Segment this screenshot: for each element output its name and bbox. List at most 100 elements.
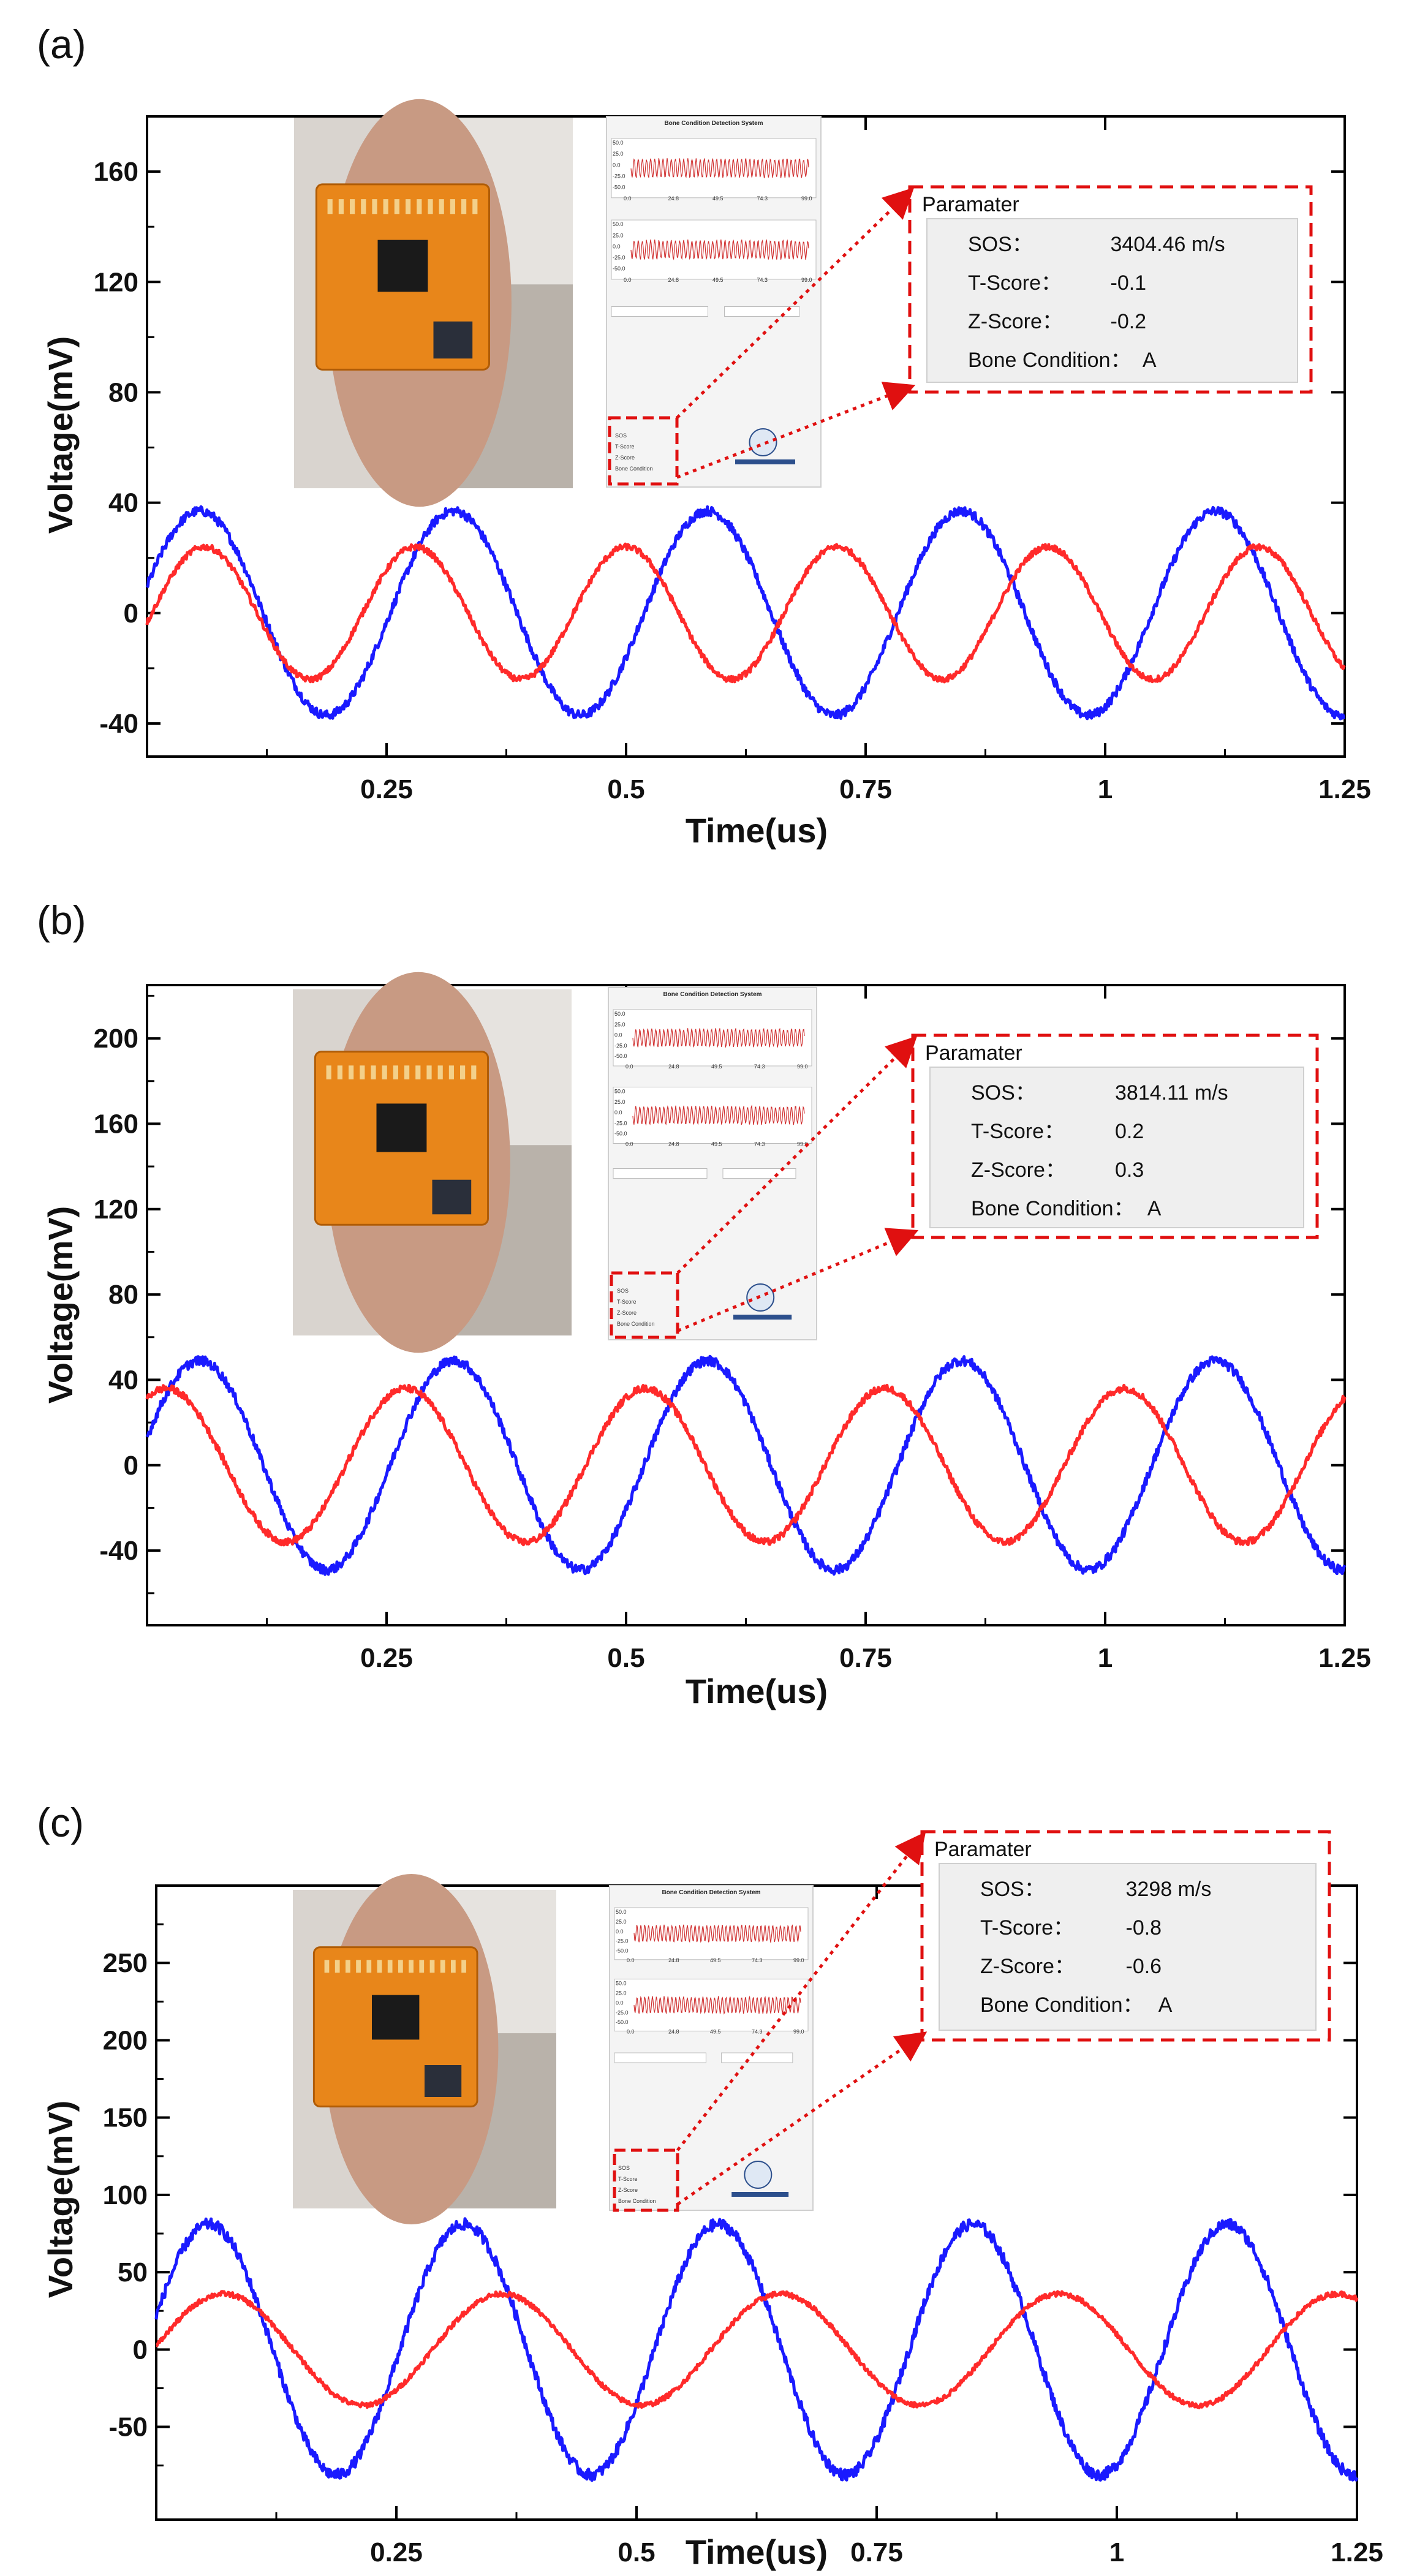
app-x-tick: 24.8 <box>668 195 679 202</box>
panel-label: (a) <box>37 21 86 67</box>
y-tick-label: 200 <box>103 2025 148 2055</box>
app-mini-waveform <box>632 1104 805 1126</box>
university-logo-text-mark <box>735 459 795 464</box>
panel-label: (c) <box>37 1800 84 1845</box>
app-y-tick: -25.0 <box>613 173 625 179</box>
parameter-label: Bone Condition： <box>980 1993 1144 2017</box>
app-x-tick: 24.8 <box>668 277 679 283</box>
parameter-value: -0.1 <box>1111 271 1147 295</box>
x-tick-label: 0.5 <box>607 774 644 804</box>
callout-arrow-top <box>676 1035 918 1274</box>
app-y-tick: -50.0 <box>613 266 625 272</box>
y-tick-label: 100 <box>103 2180 148 2210</box>
parameter-inner-panel <box>929 1067 1304 1228</box>
parameter-label: Bone Condition： <box>968 349 1132 372</box>
parameter-value: A <box>1143 349 1157 372</box>
y-tick-label: 250 <box>103 1948 148 1978</box>
app-param-row: SOS <box>618 2165 630 2171</box>
app-y-tick: -25.0 <box>613 255 625 261</box>
y-tick-label: 120 <box>94 1195 138 1225</box>
app-x-tick: 74.3 <box>752 2028 763 2034</box>
x-axis-title: Time(us) <box>686 2533 828 2571</box>
university-logo-icon <box>744 2161 773 2189</box>
app-x-tick: 49.5 <box>710 1957 721 1963</box>
y-tick-label: 40 <box>108 488 138 518</box>
app-y-tick: -50.0 <box>613 184 625 191</box>
app-x-tick: 24.8 <box>668 2028 679 2034</box>
app-x-tick: 74.3 <box>757 195 768 202</box>
y-tick-label: -40 <box>99 709 138 739</box>
x-tick-label: 1 <box>1109 2537 1124 2567</box>
callout-arrow-bottom <box>676 382 916 479</box>
chart-panel-2: (b) -40 0 40 80 120 160 200 0.25 0.5 0.75 1 1.25 Time… <box>37 897 1371 1710</box>
parameter-value: -0.2 <box>1111 310 1147 333</box>
app-y-tick: 0.0 <box>613 162 621 168</box>
app-y-tick: -50.0 <box>616 1948 629 1954</box>
app-screenshot: Bone Condition Detection System 50.0 25.0 0… <box>608 987 817 1340</box>
app-x-tick: 49.5 <box>712 195 724 202</box>
app-y-tick: 50.0 <box>613 221 624 227</box>
app-y-tick: 50.0 <box>613 140 624 146</box>
app-y-tick: -50.0 <box>614 1131 627 1137</box>
app-x-tick: 99.0 <box>793 1957 804 1963</box>
y-tick-label: 160 <box>94 157 138 187</box>
app-x-tick: 49.5 <box>710 2028 721 2034</box>
app-y-tick: 0.0 <box>614 1032 622 1038</box>
parameter-inner-panel <box>939 1863 1317 2031</box>
x-tick-label: 1.25 <box>1318 774 1371 804</box>
waveform-series-2 <box>145 1383 1347 1547</box>
x-tick-label: 0.5 <box>618 2537 655 2567</box>
app-y-tick: 0.0 <box>613 243 621 249</box>
app-param-row: T-Score <box>618 2176 638 2182</box>
app-y-tick: 25.0 <box>613 151 624 157</box>
app-screenshot: Bone Condition Detection System 50.0 25.0 0… <box>606 116 822 488</box>
waveform-series-2 <box>145 542 1346 684</box>
y-tick-label: 160 <box>94 1109 138 1139</box>
waveform-series-1 <box>154 2217 1359 2482</box>
app-title: Bone Condition Detection System <box>662 1889 760 1896</box>
y-axis-title: Voltage(mV) <box>41 2101 80 2298</box>
app-x-tick: 24.8 <box>668 1141 679 1147</box>
app-param-row: SOS <box>617 1288 629 1294</box>
app-x-tick: 0.0 <box>625 1141 633 1147</box>
app-y-tick: 0.0 <box>614 1109 622 1116</box>
y-tick-label: 40 <box>108 1365 138 1395</box>
highlight-box <box>613 2148 679 2212</box>
waveform-series-2 <box>155 2290 1359 2409</box>
app-x-tick: 0.0 <box>627 2028 635 2034</box>
app-mini-waveform <box>630 158 809 179</box>
app-mini-waveform <box>633 1924 801 1943</box>
parameter-value: 0.3 <box>1115 1158 1144 1182</box>
app-param-row: Bone Condition <box>618 2198 656 2204</box>
parameter-label: T-Score： <box>971 1120 1065 1143</box>
app-param-row: T-Score <box>615 444 635 450</box>
y-tick-label: -50 <box>108 2412 148 2442</box>
app-x-tick: 74.3 <box>754 1063 765 1070</box>
app-x-tick: 49.5 <box>711 1063 722 1070</box>
x-tick-label: 1.25 <box>1318 1643 1371 1673</box>
x-tick-label: 0.25 <box>360 1643 413 1673</box>
app-x-tick: 74.3 <box>752 1957 763 1963</box>
app-mini-waveform <box>630 239 809 260</box>
x-axis-title: Time(us) <box>686 811 828 850</box>
device-photo <box>293 972 572 1353</box>
app-param-row: T-Score <box>617 1299 637 1305</box>
app-y-tick: 50.0 <box>616 1981 627 1987</box>
app-mini-waveform <box>632 1027 805 1049</box>
x-tick-label: 0.75 <box>839 774 892 804</box>
y-tick-label: 0 <box>124 1451 138 1481</box>
app-param-row: SOS <box>615 432 627 439</box>
parameter-inner-panel <box>926 218 1298 383</box>
app-x-tick: 49.5 <box>711 1141 722 1147</box>
chart-panel-1: (a) -40 0 40 80 120 160 0.25 0.5 0.75 1 1.25 Time(us… <box>37 21 1371 850</box>
app-x-tick: 0.0 <box>624 277 632 283</box>
device-photo <box>294 99 573 507</box>
x-tick-label: 1 <box>1098 1643 1113 1673</box>
app-y-tick: 25.0 <box>614 1099 625 1105</box>
x-tick-label: 0.25 <box>360 774 413 804</box>
y-tick-label: 0 <box>124 599 138 629</box>
app-x-tick: 24.8 <box>668 1957 679 1963</box>
app-param-row: Bone Condition <box>615 466 653 472</box>
parameter-title: Paramater <box>934 1838 1032 1861</box>
